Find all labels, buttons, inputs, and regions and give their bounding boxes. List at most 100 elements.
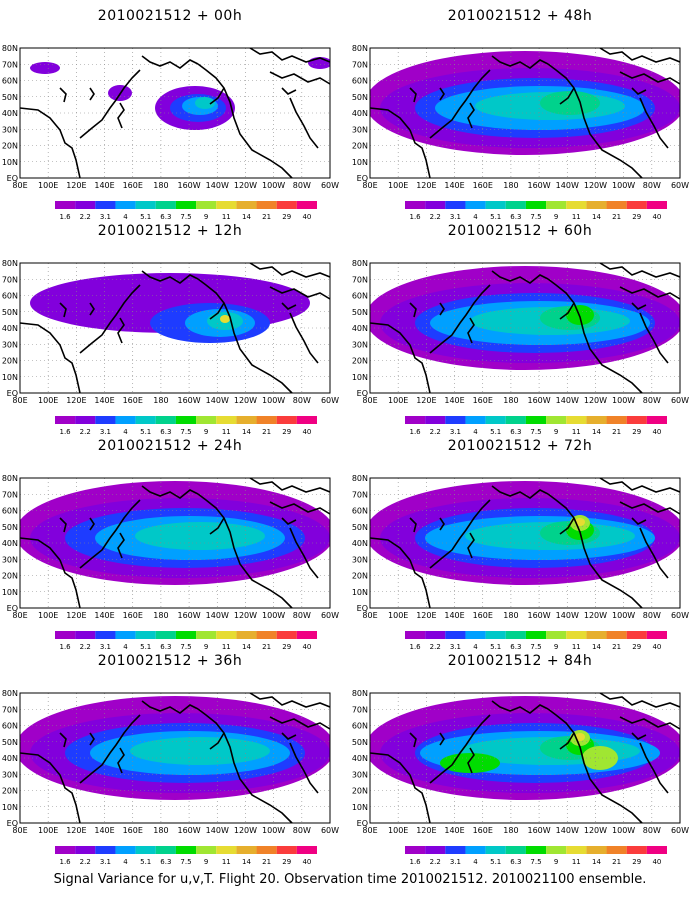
- colorbar-swatch: [75, 631, 96, 639]
- colorbar-label: 6.3: [510, 213, 521, 221]
- coastline: [269, 286, 331, 300]
- colorbar-swatch: [445, 201, 466, 209]
- colorbar-swatch: [425, 631, 446, 639]
- coastline: [491, 55, 549, 69]
- colorbar-label: 4: [473, 643, 478, 651]
- colorbar-label: 6.3: [510, 428, 521, 436]
- lat-tick-label: 50N: [352, 93, 368, 102]
- colorbar-swatch: [236, 631, 257, 639]
- colorbar-label: 5.1: [140, 643, 151, 651]
- colorbar-label: 2.2: [430, 213, 441, 221]
- lon-tick-label: 100W: [612, 396, 635, 405]
- lon-tick-label: 160W: [177, 826, 200, 835]
- colorbar: 1.6 2.2 3.1 4 5.1 6.3 7.5 9 11 14 21 29 40: [405, 201, 667, 221]
- colorbar-label: 6.3: [160, 858, 171, 866]
- colorbar-label: 11: [572, 428, 581, 436]
- colorbar-label: 21: [262, 643, 271, 651]
- coastline: [409, 732, 417, 748]
- colorbar-label: 14: [592, 858, 601, 866]
- colorbar-label: 11: [222, 858, 231, 866]
- lon-tick-label: 100E: [38, 396, 58, 405]
- colorbar-swatch: [276, 416, 297, 424]
- lon-tick-label: 80E: [362, 396, 377, 405]
- coastline: [269, 501, 331, 515]
- lon-tick-label: 120W: [584, 826, 607, 835]
- colorbar-label: 2.2: [80, 643, 91, 651]
- map-plot: EQ 10N 20N 30N 40N 50N 60N 70N 80N 80E 100E 120E 140…: [2, 474, 339, 620]
- lon-tick-label: 80E: [12, 396, 27, 405]
- lon-tick-label: 160W: [527, 396, 550, 405]
- colorbar-label: 6.3: [160, 213, 171, 221]
- lat-tick-label: 80N: [2, 474, 18, 483]
- colorbar-label: 5.1: [140, 428, 151, 436]
- lon-tick-label: 160W: [527, 611, 550, 620]
- colorbar-swatch: [296, 846, 317, 854]
- colorbar-label: 14: [242, 213, 251, 221]
- lon-tick-label: 140W: [556, 611, 579, 620]
- lon-tick-label: 60W: [671, 181, 689, 190]
- lat-tick-label: 20N: [2, 787, 18, 796]
- coastline: [289, 312, 319, 364]
- colorbar-swatch: [196, 201, 217, 209]
- colorbar-swatch: [216, 846, 237, 854]
- lon-tick-label: 80E: [362, 611, 377, 620]
- colorbar-swatch: [445, 631, 466, 639]
- coastline: [631, 732, 647, 740]
- colorbar-label: 40: [652, 643, 661, 651]
- colorbar-label: 5.1: [490, 428, 501, 436]
- colorbar-label: 21: [262, 858, 271, 866]
- lat-tick-label: 60N: [352, 77, 368, 86]
- lat-tick-label: 30N: [352, 340, 368, 349]
- lon-tick-label: 160W: [177, 611, 200, 620]
- lon-tick-label: 180: [503, 611, 518, 620]
- lon-tick-label: 180: [503, 396, 518, 405]
- coastline: [89, 732, 95, 746]
- coastline: [467, 102, 475, 129]
- colorbar-label: 2.2: [430, 643, 441, 651]
- colorbar: 1.6 2.2 3.1 4 5.1 6.3 7.5 9 11 14 21 29 40: [55, 201, 317, 221]
- lon-tick-label: 160E: [473, 396, 493, 405]
- lon-tick-label: 140W: [556, 396, 579, 405]
- coastline: [289, 742, 319, 794]
- coastline: [209, 87, 225, 105]
- map-panel: 2010021512 + 60h EQ 10N 20N 30N 40N 50N 60N 70N 8…: [350, 223, 690, 443]
- lon-tick-label: 160W: [177, 181, 200, 190]
- panel-title: 2010021512 + 24h: [97, 438, 243, 454]
- coastline: [467, 747, 475, 774]
- lat-tick-label: EQ: [357, 174, 368, 183]
- colorbar-label: 29: [282, 858, 291, 866]
- lon-tick-label: 160E: [123, 611, 143, 620]
- coastline: [547, 278, 643, 394]
- colorbar-swatch: [606, 631, 627, 639]
- colorbar-label: 29: [632, 213, 641, 221]
- coastline: [599, 47, 681, 63]
- coastline: [639, 742, 669, 794]
- lat-tick-label: 20N: [352, 142, 368, 151]
- lat-tick-label: 20N: [352, 787, 368, 796]
- lon-tick-label: 100E: [388, 611, 408, 620]
- lon-tick-label: 160W: [527, 826, 550, 835]
- colorbar-label: 14: [592, 213, 601, 221]
- colorbar-swatch: [525, 201, 547, 209]
- colorbar: 1.6 2.2 3.1 4 5.1 6.3 7.5 9 11 14 21 29 40: [405, 416, 667, 436]
- lat-tick-label: 30N: [2, 125, 18, 134]
- coastline: [639, 97, 669, 149]
- lat-tick-label: 80N: [352, 474, 368, 483]
- lat-tick-label: 10N: [352, 803, 368, 812]
- colorbar-swatch: [155, 416, 176, 424]
- lat-tick-label: 60N: [352, 292, 368, 301]
- lat-tick-label: 40N: [352, 539, 368, 548]
- lon-tick-label: 80E: [12, 611, 27, 620]
- coastline: [281, 87, 297, 95]
- colorbar-swatch: [505, 631, 526, 639]
- colorbar-label: 6.3: [160, 643, 171, 651]
- coastline: [249, 692, 331, 708]
- lon-tick-label: 100W: [262, 181, 285, 190]
- lon-tick-label: 120W: [234, 611, 257, 620]
- colorbar-label: 29: [632, 428, 641, 436]
- colorbar-label: 29: [632, 643, 641, 651]
- colorbar-swatch: [425, 846, 446, 854]
- colorbar-label: 9: [204, 428, 208, 436]
- coastline: [491, 270, 549, 284]
- coastline: [599, 477, 681, 493]
